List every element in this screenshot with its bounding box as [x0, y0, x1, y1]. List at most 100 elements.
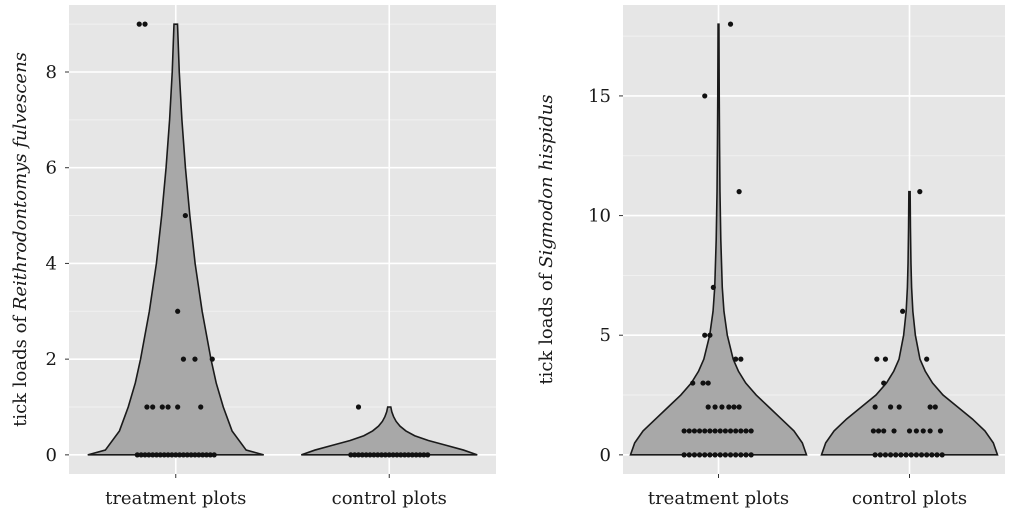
data-point [717, 452, 723, 458]
data-point [382, 452, 389, 458]
data-point [192, 452, 198, 458]
data-point [367, 452, 373, 458]
data-point [918, 452, 925, 458]
data-point [169, 452, 175, 458]
data-point [870, 428, 877, 434]
y-tick-label: 0 [46, 445, 57, 466]
data-point [939, 452, 945, 458]
data-point [874, 356, 880, 362]
y-tick-label: 5 [600, 325, 611, 346]
data-point [200, 452, 206, 458]
violin-treatment [87, 23, 264, 456]
y-tick-label: 6 [46, 158, 57, 179]
data-point [207, 452, 213, 458]
data-point [913, 428, 919, 434]
y-axis-label: tick loads of Sigmodon hispidus [536, 94, 557, 384]
data-point [913, 452, 919, 458]
data-point [402, 452, 408, 458]
data-point [165, 404, 171, 410]
data-point [712, 404, 718, 410]
data-point [144, 404, 150, 410]
data-point [421, 452, 427, 458]
data-point [738, 452, 744, 458]
data-point [700, 380, 706, 386]
data-point [182, 212, 188, 219]
data-point [378, 452, 385, 458]
data-point [211, 452, 217, 458]
data-point [908, 452, 914, 458]
data-point [180, 452, 187, 458]
data-point [705, 380, 711, 386]
data-point [891, 428, 897, 434]
data-point [696, 428, 703, 434]
data-point [707, 428, 713, 434]
data-point [702, 452, 708, 458]
data-point [727, 452, 734, 458]
data-point [702, 428, 708, 434]
data-point [681, 428, 687, 434]
data-point [743, 452, 749, 458]
data-point [180, 356, 187, 362]
data-point [927, 404, 933, 410]
data-point [702, 332, 708, 338]
data-point [932, 404, 938, 410]
data-point [146, 452, 152, 458]
y-tick-label: 10 [588, 206, 611, 227]
data-point [686, 452, 692, 458]
x-tick-label: treatment plots [105, 488, 246, 509]
data-point [192, 356, 198, 362]
data-point [363, 452, 369, 458]
data-point [712, 452, 718, 458]
data-point [929, 452, 935, 458]
data-point [882, 452, 889, 458]
data-point [748, 428, 754, 434]
data-point [696, 452, 703, 458]
data-point [348, 452, 354, 458]
data-point [134, 452, 140, 458]
data-point [707, 332, 713, 338]
data-point [727, 21, 734, 27]
data-point [691, 428, 698, 434]
data-point [882, 356, 889, 362]
data-point [209, 356, 215, 362]
data-point [927, 428, 933, 434]
data-point [188, 452, 194, 458]
data-point [736, 189, 742, 195]
data-point [355, 404, 362, 410]
data-point [707, 452, 713, 458]
data-point [875, 428, 882, 434]
data-point [887, 452, 894, 458]
data-point [425, 452, 431, 458]
data-point [717, 428, 723, 434]
data-point [906, 428, 913, 434]
y-tick-label: 15 [588, 86, 611, 107]
data-point [887, 404, 894, 410]
data-point [738, 428, 744, 434]
data-point [917, 189, 923, 195]
violin-treatment [629, 23, 808, 456]
data-point [731, 404, 737, 410]
data-point [924, 452, 930, 458]
data-point [176, 452, 183, 458]
y-axis-label-species: Reithrodontomys fulvescens [10, 52, 31, 311]
data-point [184, 452, 190, 458]
y-tick-label: 2 [46, 349, 57, 370]
data-point [690, 380, 696, 386]
data-point [165, 452, 171, 458]
data-point [136, 21, 142, 27]
y-tick-label: 4 [46, 253, 57, 274]
data-point [371, 452, 377, 458]
data-point [733, 356, 739, 362]
data-point [738, 356, 744, 362]
y-tick-label: 8 [46, 62, 57, 83]
data-point [355, 452, 362, 458]
data-point [161, 452, 167, 458]
data-point [153, 452, 160, 458]
data-point [924, 356, 930, 362]
data-point [893, 452, 899, 458]
data-point [722, 428, 728, 434]
y-tick-label: 0 [600, 445, 611, 466]
reithrodontomys-panel: 0 2 4 6 8 treatment plots control plots tick lo… [10, 5, 496, 509]
data-point [705, 404, 711, 410]
